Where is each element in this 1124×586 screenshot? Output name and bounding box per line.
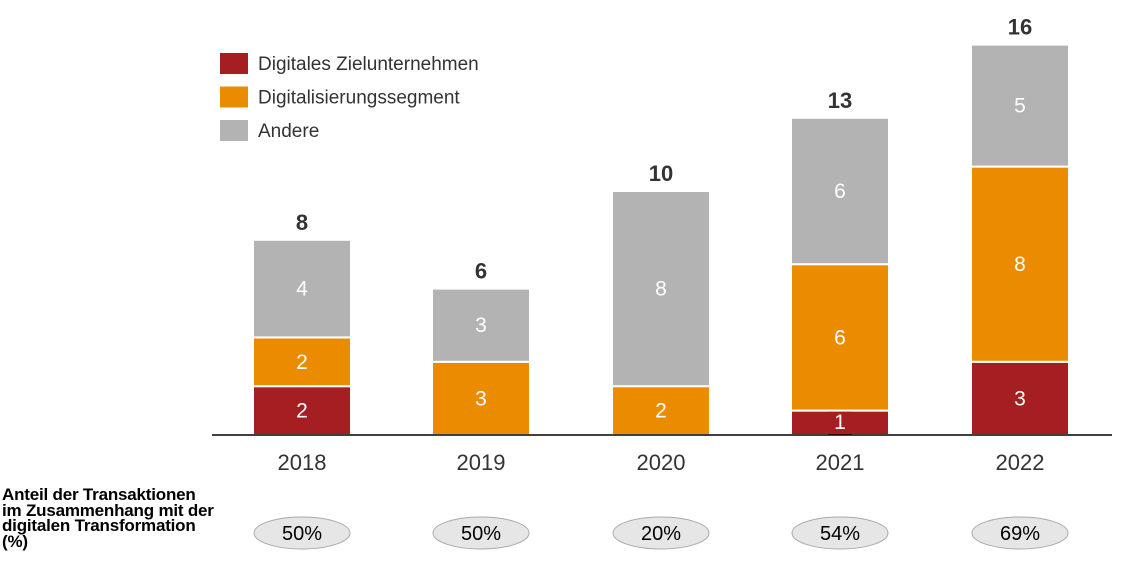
data-label-2020-seg-2: 2 — [655, 400, 667, 423]
legend-label-1: Digitales Zielunternehmen — [258, 54, 479, 75]
bar-2020-seg-3 — [611, 190, 711, 388]
share-value-2021: 54% — [820, 523, 860, 545]
bar-2021-seg-3 — [790, 116, 890, 266]
x-tick-2019: 2019 — [457, 450, 506, 475]
x-tick-2020: 2020 — [637, 450, 686, 475]
data-label-2021-seg-1: 1 — [834, 411, 846, 434]
share-value-2022: 69% — [1000, 523, 1040, 545]
bar-2019-seg-2 — [431, 360, 531, 436]
data-label-2021-seg-2: 6 — [834, 326, 846, 349]
bar-2021-seg-2 — [790, 263, 890, 412]
legend-swatch-2 — [220, 86, 248, 108]
bar-2018-seg-2 — [252, 336, 352, 388]
data-label-2018-seg-3: 4 — [296, 278, 308, 301]
data-label-2020-seg-3: 8 — [655, 278, 667, 301]
legend-label-3: Andere — [258, 121, 319, 142]
bar-2020-seg-2 — [611, 385, 711, 437]
share-row-label: Anteil der Transaktionen im Zusammenhang… — [2, 485, 214, 551]
total-label-2018: 8 — [296, 210, 308, 235]
x-tick-2022: 2022 — [996, 450, 1045, 475]
bar-2022-seg-3 — [970, 43, 1070, 168]
legend-swatch-1 — [220, 53, 248, 74]
share-badge-2020 — [612, 516, 710, 550]
data-label-2018-seg-1: 2 — [296, 400, 308, 423]
total-label-2021: 13 — [828, 88, 852, 113]
data-label-2021-seg-3: 6 — [834, 180, 846, 203]
bar-2021-label-bg — [828, 408, 852, 435]
legend-swatch-3 — [220, 120, 248, 141]
x-tick-2018: 2018 — [278, 450, 327, 475]
total-label-2022: 16 — [1008, 15, 1032, 40]
share-badge-2022 — [971, 516, 1069, 550]
x-tick-labels: 2018 2019 2020 2021 2022 — [278, 450, 1045, 475]
legend-label-2: Digitalisierungssegment — [258, 88, 460, 109]
bar-2022-seg-2 — [970, 165, 1070, 363]
data-label-2018-seg-2: 2 — [296, 351, 308, 374]
data-label-2022-seg-2: 8 — [1014, 253, 1026, 276]
share-badge-2019 — [432, 516, 530, 550]
bar-2018-seg-3 — [252, 238, 352, 339]
data-label-2019-seg-3: 3 — [475, 314, 487, 337]
legend: Digitales Zielunternehmen Digitalisierung… — [220, 53, 479, 142]
bar-2019-seg-3 — [431, 287, 531, 363]
data-label-2022-seg-1: 3 — [1014, 387, 1026, 410]
share-badge-2021 — [791, 516, 889, 550]
data-label-2019-seg-2: 3 — [475, 387, 487, 410]
x-tick-2021: 2021 — [816, 450, 865, 475]
share-value-2018: 50% — [282, 523, 322, 545]
total-label-2019: 6 — [475, 259, 487, 284]
share-badges: 50% 50% 20% 54% 69% — [253, 516, 1069, 550]
share-value-2019: 50% — [461, 523, 501, 545]
share-badge-2018 — [253, 516, 351, 550]
total-label-2020: 10 — [649, 161, 673, 186]
share-value-2020: 20% — [641, 523, 681, 545]
data-label-2022-seg-3: 5 — [1014, 95, 1026, 118]
